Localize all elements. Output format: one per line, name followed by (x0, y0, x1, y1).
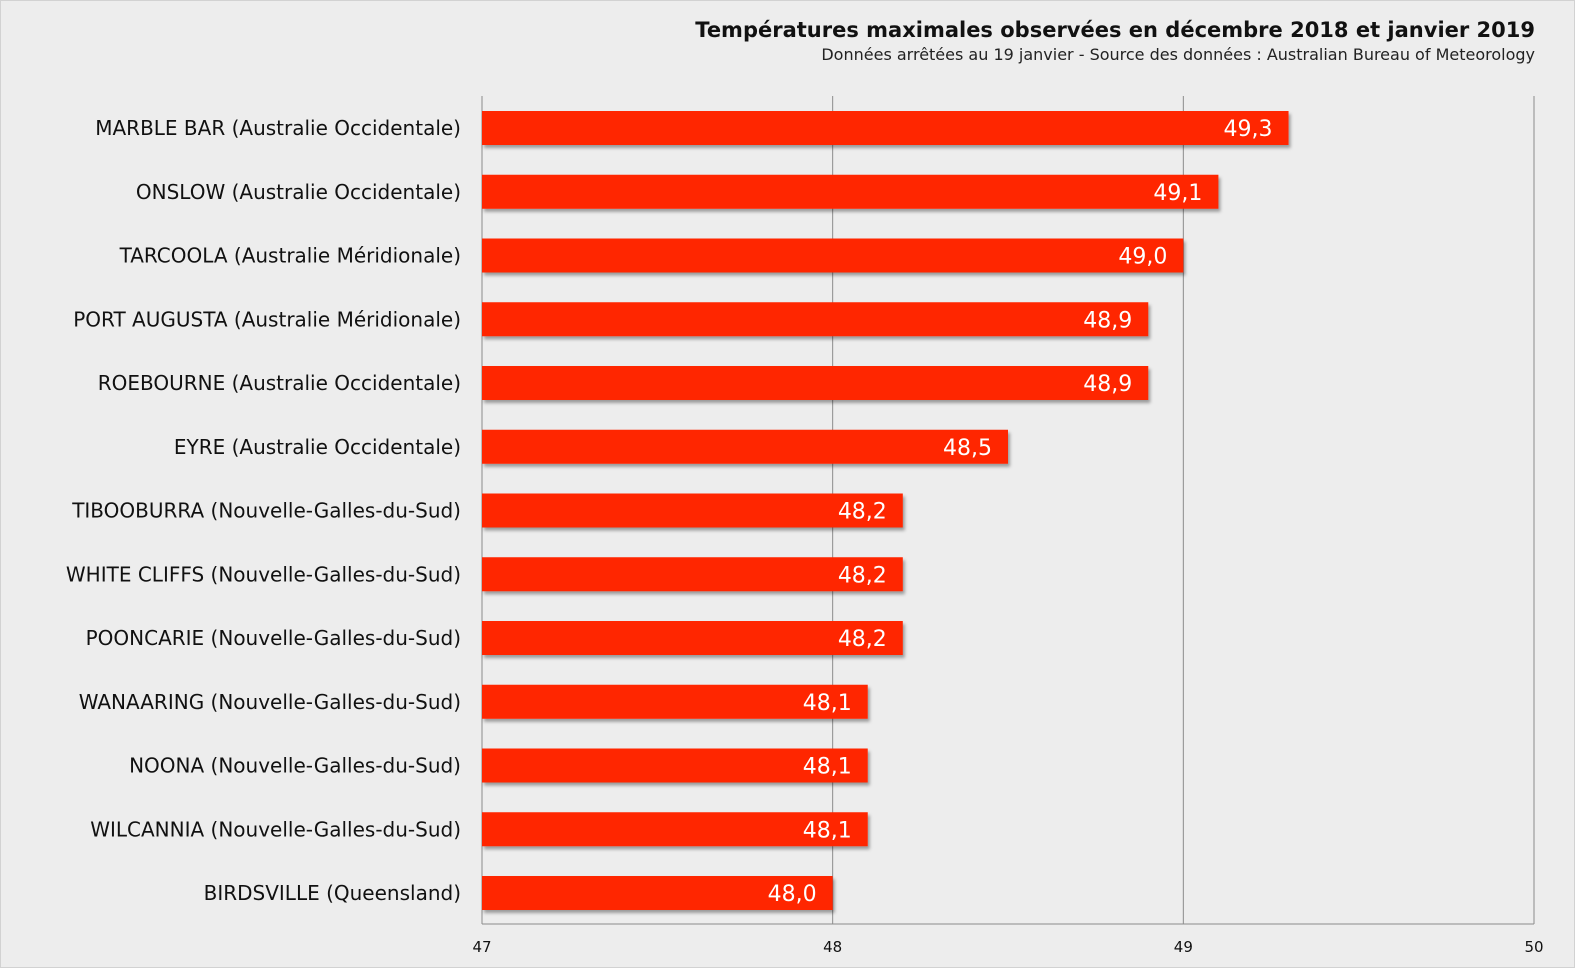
chart-title: Températures maximales observées en déce… (695, 18, 1535, 42)
bar (482, 429, 1008, 464)
bar (482, 302, 1149, 337)
bar (482, 493, 903, 528)
bar (482, 684, 868, 719)
category-label: PORT AUGUSTA (Australie Méridionale) (73, 307, 461, 331)
data-label: 48,2 (838, 500, 887, 525)
data-label: 48,1 (803, 755, 852, 780)
category-labels: MARBLE BAR (Australie Occidentale) ONSLOW… (66, 116, 461, 905)
x-tick-label: 47 (472, 938, 491, 956)
x-tick-label: 49 (1174, 938, 1193, 956)
bar (482, 621, 903, 655)
bar (482, 876, 833, 910)
x-tick-label: 48 (823, 938, 842, 956)
bar (482, 748, 868, 783)
bar (482, 366, 1149, 400)
category-label: ONSLOW (Australie Occidentale) (136, 180, 461, 204)
data-label: 48,2 (838, 563, 887, 588)
category-label: EYRE (Australie Occidentale) (174, 435, 461, 459)
data-label: 48,9 (1083, 372, 1132, 397)
data-label: 48,1 (803, 691, 852, 716)
category-label: WHITE CLIFFS (Nouvelle-Galles-du-Sud) (66, 562, 461, 586)
data-label: 48,9 (1083, 308, 1132, 333)
bar (482, 812, 868, 847)
data-label: 48,5 (943, 436, 992, 461)
bar (482, 111, 1289, 145)
category-label: NOONA (Nouvelle-Galles-du-Sud) (129, 754, 461, 778)
data-label: 48,2 (838, 627, 887, 652)
x-axis-ticks: 47 48 49 50 (472, 938, 1543, 956)
bar (482, 238, 1184, 273)
category-label: BIRDSVILLE (Queensland) (204, 881, 461, 905)
data-label: 48,0 (768, 882, 817, 907)
category-label: ROEBOURNE (Australie Occidentale) (98, 371, 461, 395)
category-label: MARBLE BAR (Australie Occidentale) (95, 116, 461, 140)
category-label: TIBOOBURRA (Nouvelle-Galles-du-Sud) (71, 499, 461, 523)
category-label: WANAARING (Nouvelle-Galles-du-Sud) (79, 690, 461, 714)
x-tick-label: 50 (1524, 938, 1543, 956)
data-label: 49,0 (1118, 245, 1167, 270)
data-labels: 49,3 49,1 49,0 48,9 48,9 48,5 48,2 48,2 48,2 48,1… (768, 117, 1273, 907)
category-label: POONCARIE (Nouvelle-Galles-du-Sud) (86, 626, 461, 650)
chart-subtitle: Données arrêtées au 19 janvier - Source … (821, 45, 1535, 64)
bars (482, 111, 1289, 910)
data-label: 49,3 (1224, 117, 1273, 142)
data-label: 49,1 (1153, 181, 1202, 206)
bar (482, 557, 903, 592)
category-label: TARCOOLA (Australie Méridionale) (119, 244, 461, 268)
data-label: 48,1 (803, 818, 852, 843)
bar (482, 174, 1219, 209)
category-label: WILCANNIA (Nouvelle-Galles-du-Sud) (90, 817, 461, 841)
